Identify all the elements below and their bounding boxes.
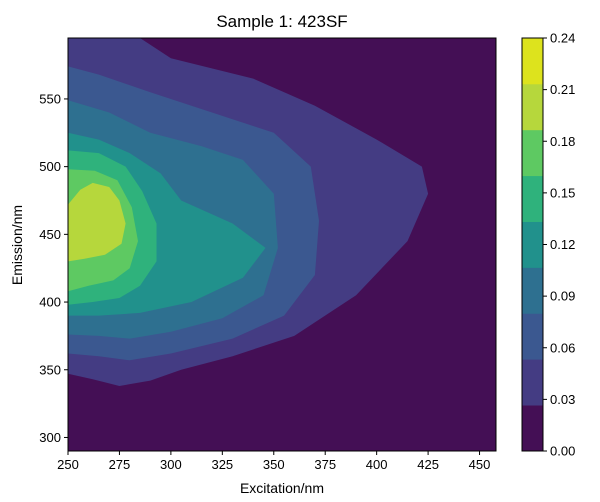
colorbar-tick-label: 0.24 xyxy=(550,31,575,46)
y-tick-label: 300 xyxy=(39,430,61,445)
colorbar-tick-label: 0.18 xyxy=(550,134,575,149)
x-tick-label: 400 xyxy=(366,457,388,472)
y-tick-label: 500 xyxy=(39,159,61,174)
colorbar-segment xyxy=(522,83,543,131)
plot-frame xyxy=(67,37,497,452)
x-tick-label: 450 xyxy=(469,457,491,472)
colorbar-segment xyxy=(522,175,543,222)
y-axis-label: Emission/nm xyxy=(9,205,25,285)
x-tick-label: 350 xyxy=(263,457,285,472)
x-axis-ticks: 250 275 300 325 350 375 400 425 450 xyxy=(57,451,490,472)
x-tick-label: 250 xyxy=(57,457,79,472)
colorbar-tick-label: 0.21 xyxy=(550,82,575,97)
x-tick-label: 375 xyxy=(314,457,336,472)
x-tick-label: 275 xyxy=(109,457,131,472)
y-tick-label: 400 xyxy=(39,295,61,310)
chart-title: Sample 1: 423SF xyxy=(216,12,347,31)
colorbar-segment xyxy=(522,405,543,452)
colorbar-segment xyxy=(522,38,543,85)
x-tick-label: 325 xyxy=(211,457,233,472)
y-axis-ticks: 300 350 400 450 500 550 xyxy=(39,91,68,445)
colorbar-tick-label: 0.03 xyxy=(550,392,575,407)
x-tick-label: 300 xyxy=(160,457,182,472)
colorbar-tick-label: 0.09 xyxy=(550,289,575,304)
x-axis-label: Excitation/nm xyxy=(240,480,324,496)
plot-area xyxy=(67,37,497,452)
y-tick-label: 450 xyxy=(39,227,61,242)
colorbar-tick-label: 0.12 xyxy=(550,237,575,252)
y-tick-label: 350 xyxy=(39,362,61,377)
watermark: 知乎 @嗐都想学的MAN xyxy=(437,470,586,487)
y-tick-label: 550 xyxy=(39,91,61,106)
contour-fills xyxy=(68,38,429,386)
colorbar-segment xyxy=(522,267,543,314)
colorbar-tick-label: 0.15 xyxy=(550,185,575,200)
colorbar-segment xyxy=(522,129,543,177)
contour-level-0-21 xyxy=(68,182,126,262)
colorbar-tick-label: 0.00 xyxy=(550,444,575,459)
colorbar-segment xyxy=(522,221,543,268)
colorbar: 0.00 0.03 0.06 0.09 0.12 0.15 0.18 0.21 0.24 xyxy=(521,31,575,459)
colorbar-segment xyxy=(522,359,543,406)
x-tick-label: 425 xyxy=(417,457,439,472)
colorbar-segment xyxy=(522,313,543,360)
colorbar-tick-label: 0.06 xyxy=(550,340,575,355)
